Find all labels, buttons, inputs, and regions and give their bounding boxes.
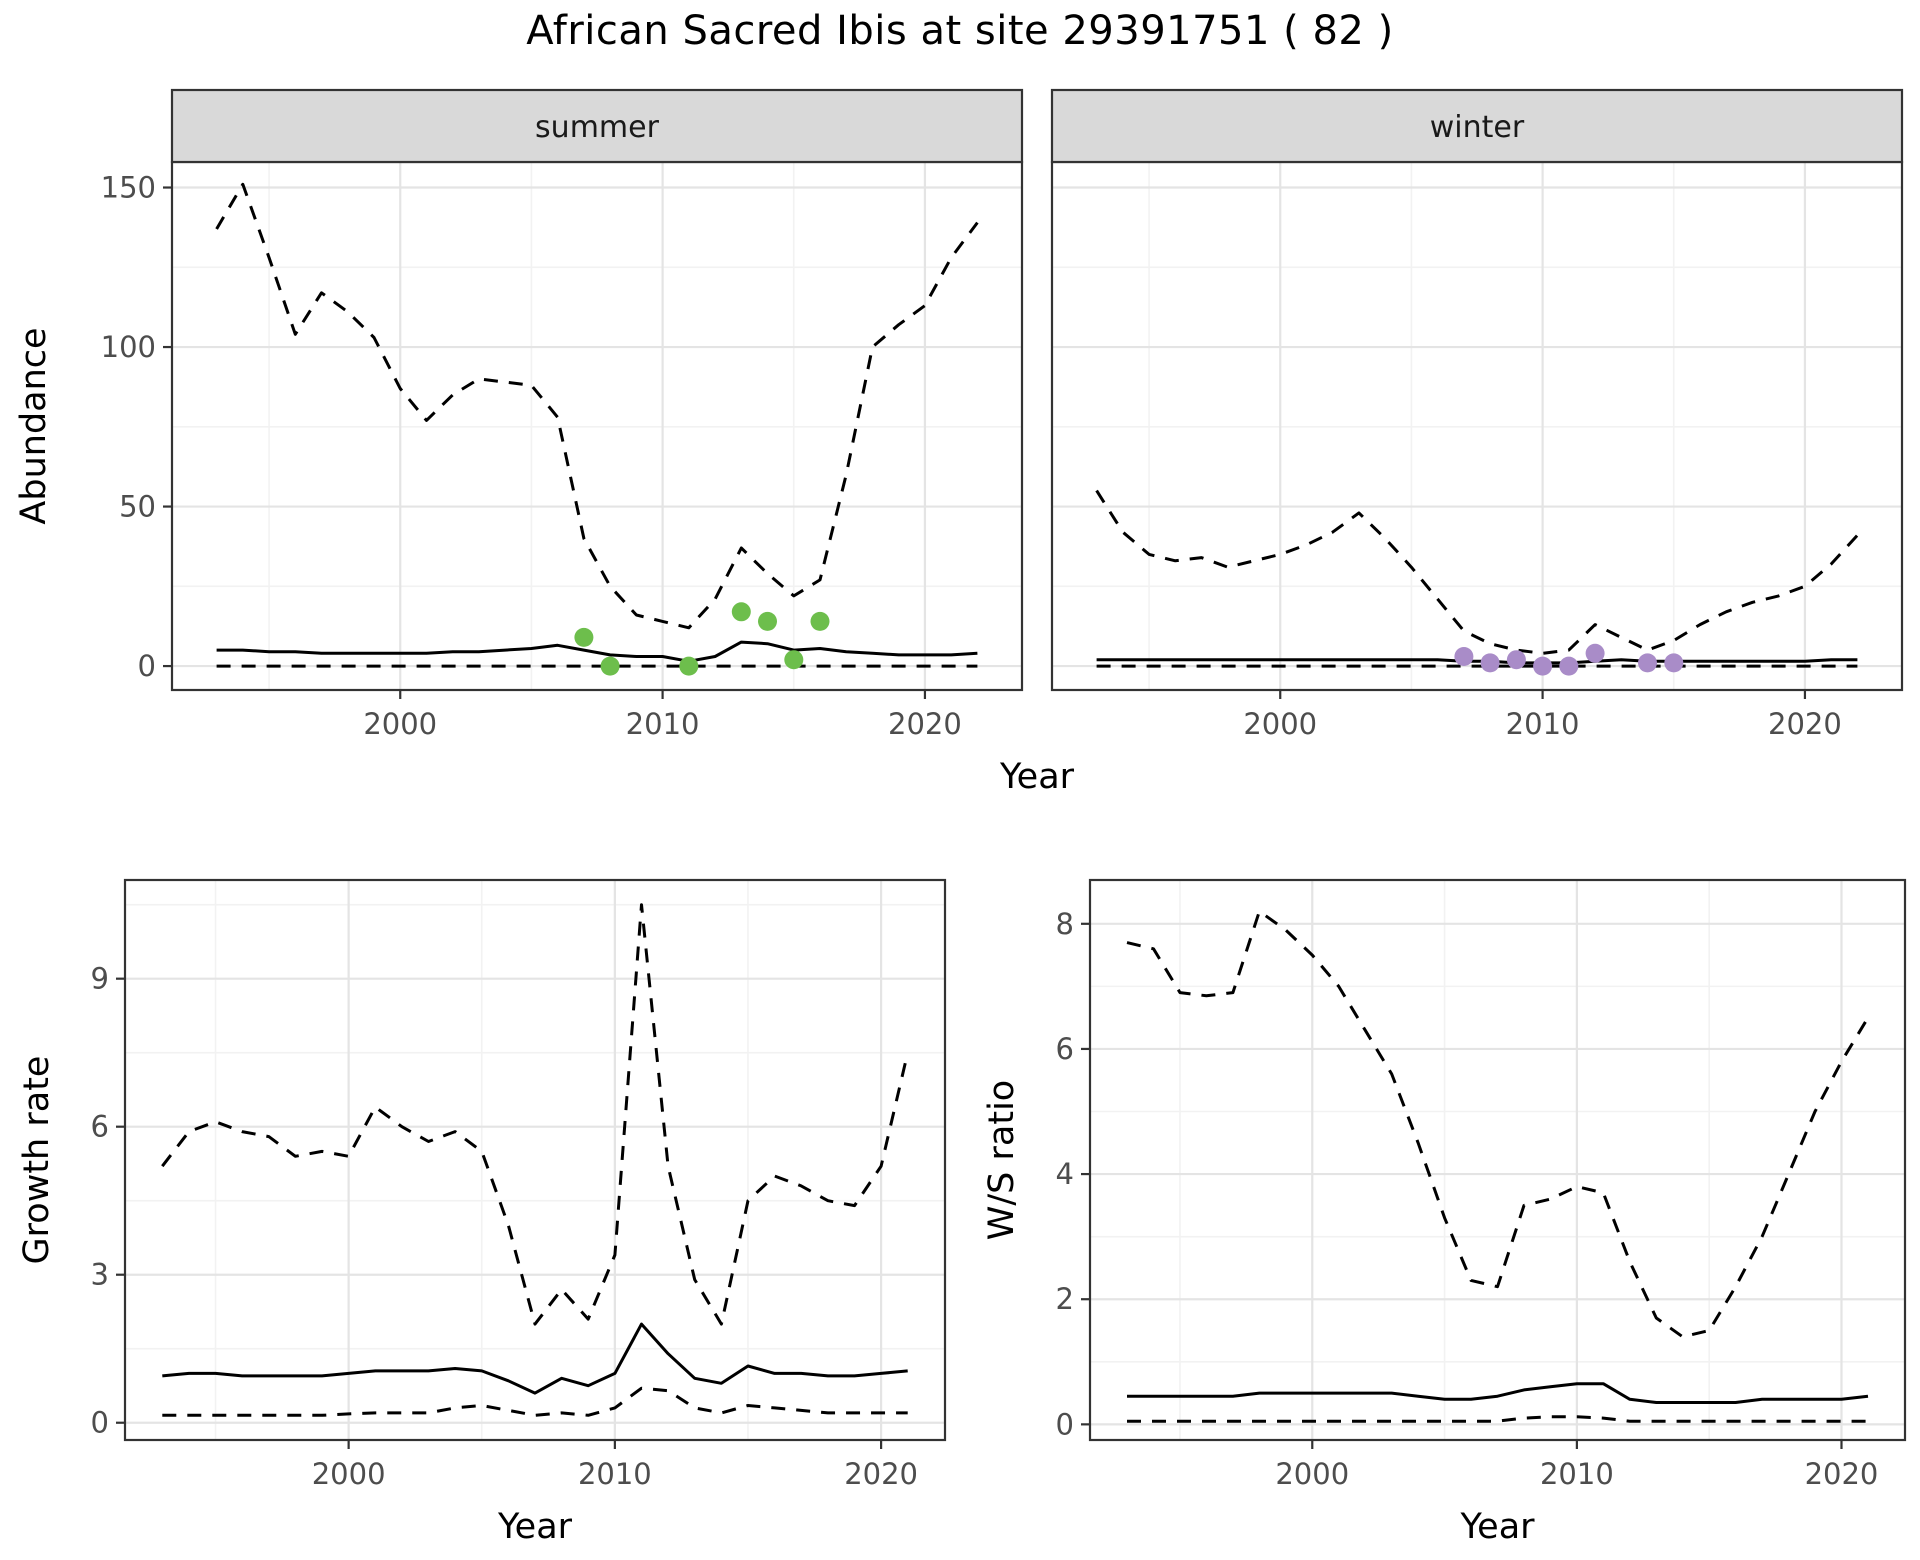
y-tick-label: 8 xyxy=(1056,907,1074,941)
y-tick-label: 3 xyxy=(91,1258,109,1292)
summer-observations-point xyxy=(574,627,594,647)
series-median xyxy=(162,1322,908,1395)
series-lower-ci xyxy=(162,1386,908,1417)
x-tick-label: 2000 xyxy=(1275,1457,1349,1491)
x-tick-label: 2010 xyxy=(578,1457,652,1491)
panel-border xyxy=(1088,878,1907,1442)
series-median xyxy=(216,640,978,663)
x-tick-label: 2020 xyxy=(1805,1457,1879,1491)
series-median xyxy=(1096,658,1858,665)
summer-observations-point xyxy=(600,656,620,676)
y-tick-label: 100 xyxy=(101,330,156,364)
y-tick-label: 150 xyxy=(101,171,156,205)
x-tick-label: 2010 xyxy=(1540,1457,1614,1491)
summer-observations-point xyxy=(784,650,804,670)
x-tick-label: 2000 xyxy=(1243,707,1317,741)
y-tick-label: 0 xyxy=(91,1406,109,1440)
y-axis-title: W/S ratio xyxy=(982,1080,1022,1240)
series-upper-ci xyxy=(1095,489,1859,655)
series-median xyxy=(1127,1382,1869,1404)
panel-background xyxy=(125,880,945,1440)
x-tick-label: 2010 xyxy=(1506,707,1580,741)
shared-x-axis-title: Year xyxy=(999,757,1075,797)
x-tick-label: 2020 xyxy=(844,1457,918,1491)
facet-strip-winter xyxy=(1050,88,1904,164)
summer-observations-point xyxy=(810,611,830,631)
winter-observations-point xyxy=(1454,647,1474,666)
y-tick-label: 4 xyxy=(1056,1157,1074,1191)
facet-label-summer: summer xyxy=(535,110,660,145)
series-upper-ci xyxy=(161,903,910,1326)
y-axis-title: Growth rate xyxy=(17,1056,57,1265)
winter-observations-point xyxy=(1559,656,1579,676)
x-axis-title: Year xyxy=(1459,1507,1535,1547)
winter-observations-point xyxy=(1664,653,1684,673)
winter-observations-point xyxy=(1533,656,1553,676)
winter-observations-point xyxy=(1506,650,1526,670)
x-tick-label: 2000 xyxy=(363,707,437,741)
y-tick-label: 0 xyxy=(138,649,156,683)
chart-title: African Sacred Ibis at site 29391751 ( 8… xyxy=(526,8,1394,54)
y-tick-label: 9 xyxy=(91,962,109,996)
series-upper-ci xyxy=(215,182,979,630)
x-axis-title: Year xyxy=(497,1507,573,1547)
winter-observations-point xyxy=(1638,653,1657,673)
y-tick-label: 2 xyxy=(1056,1282,1074,1316)
y-tick-label: 6 xyxy=(91,1110,109,1144)
summer-observations-point xyxy=(679,656,699,676)
y-tick-label: 0 xyxy=(1056,1407,1074,1441)
summer-observations-point xyxy=(758,611,777,631)
panel-border xyxy=(123,878,947,1442)
x-tick-label: 2020 xyxy=(1768,707,1842,741)
panel-background xyxy=(1090,880,1905,1440)
facet-strip-summer xyxy=(170,88,1024,164)
x-tick-label: 2000 xyxy=(312,1457,386,1491)
y-tick-label: 50 xyxy=(119,490,156,524)
series-upper-ci xyxy=(1126,909,1870,1339)
y-axis-title: Abundance xyxy=(14,327,54,524)
y-tick-label: 6 xyxy=(1056,1032,1074,1066)
winter-observations-point xyxy=(1480,653,1500,673)
x-tick-label: 2010 xyxy=(626,707,700,741)
facet-label-winter: winter xyxy=(1430,110,1525,145)
summer-observations-point xyxy=(731,602,751,622)
x-tick-label: 2020 xyxy=(888,707,962,741)
winter-observations-point xyxy=(1585,643,1605,663)
